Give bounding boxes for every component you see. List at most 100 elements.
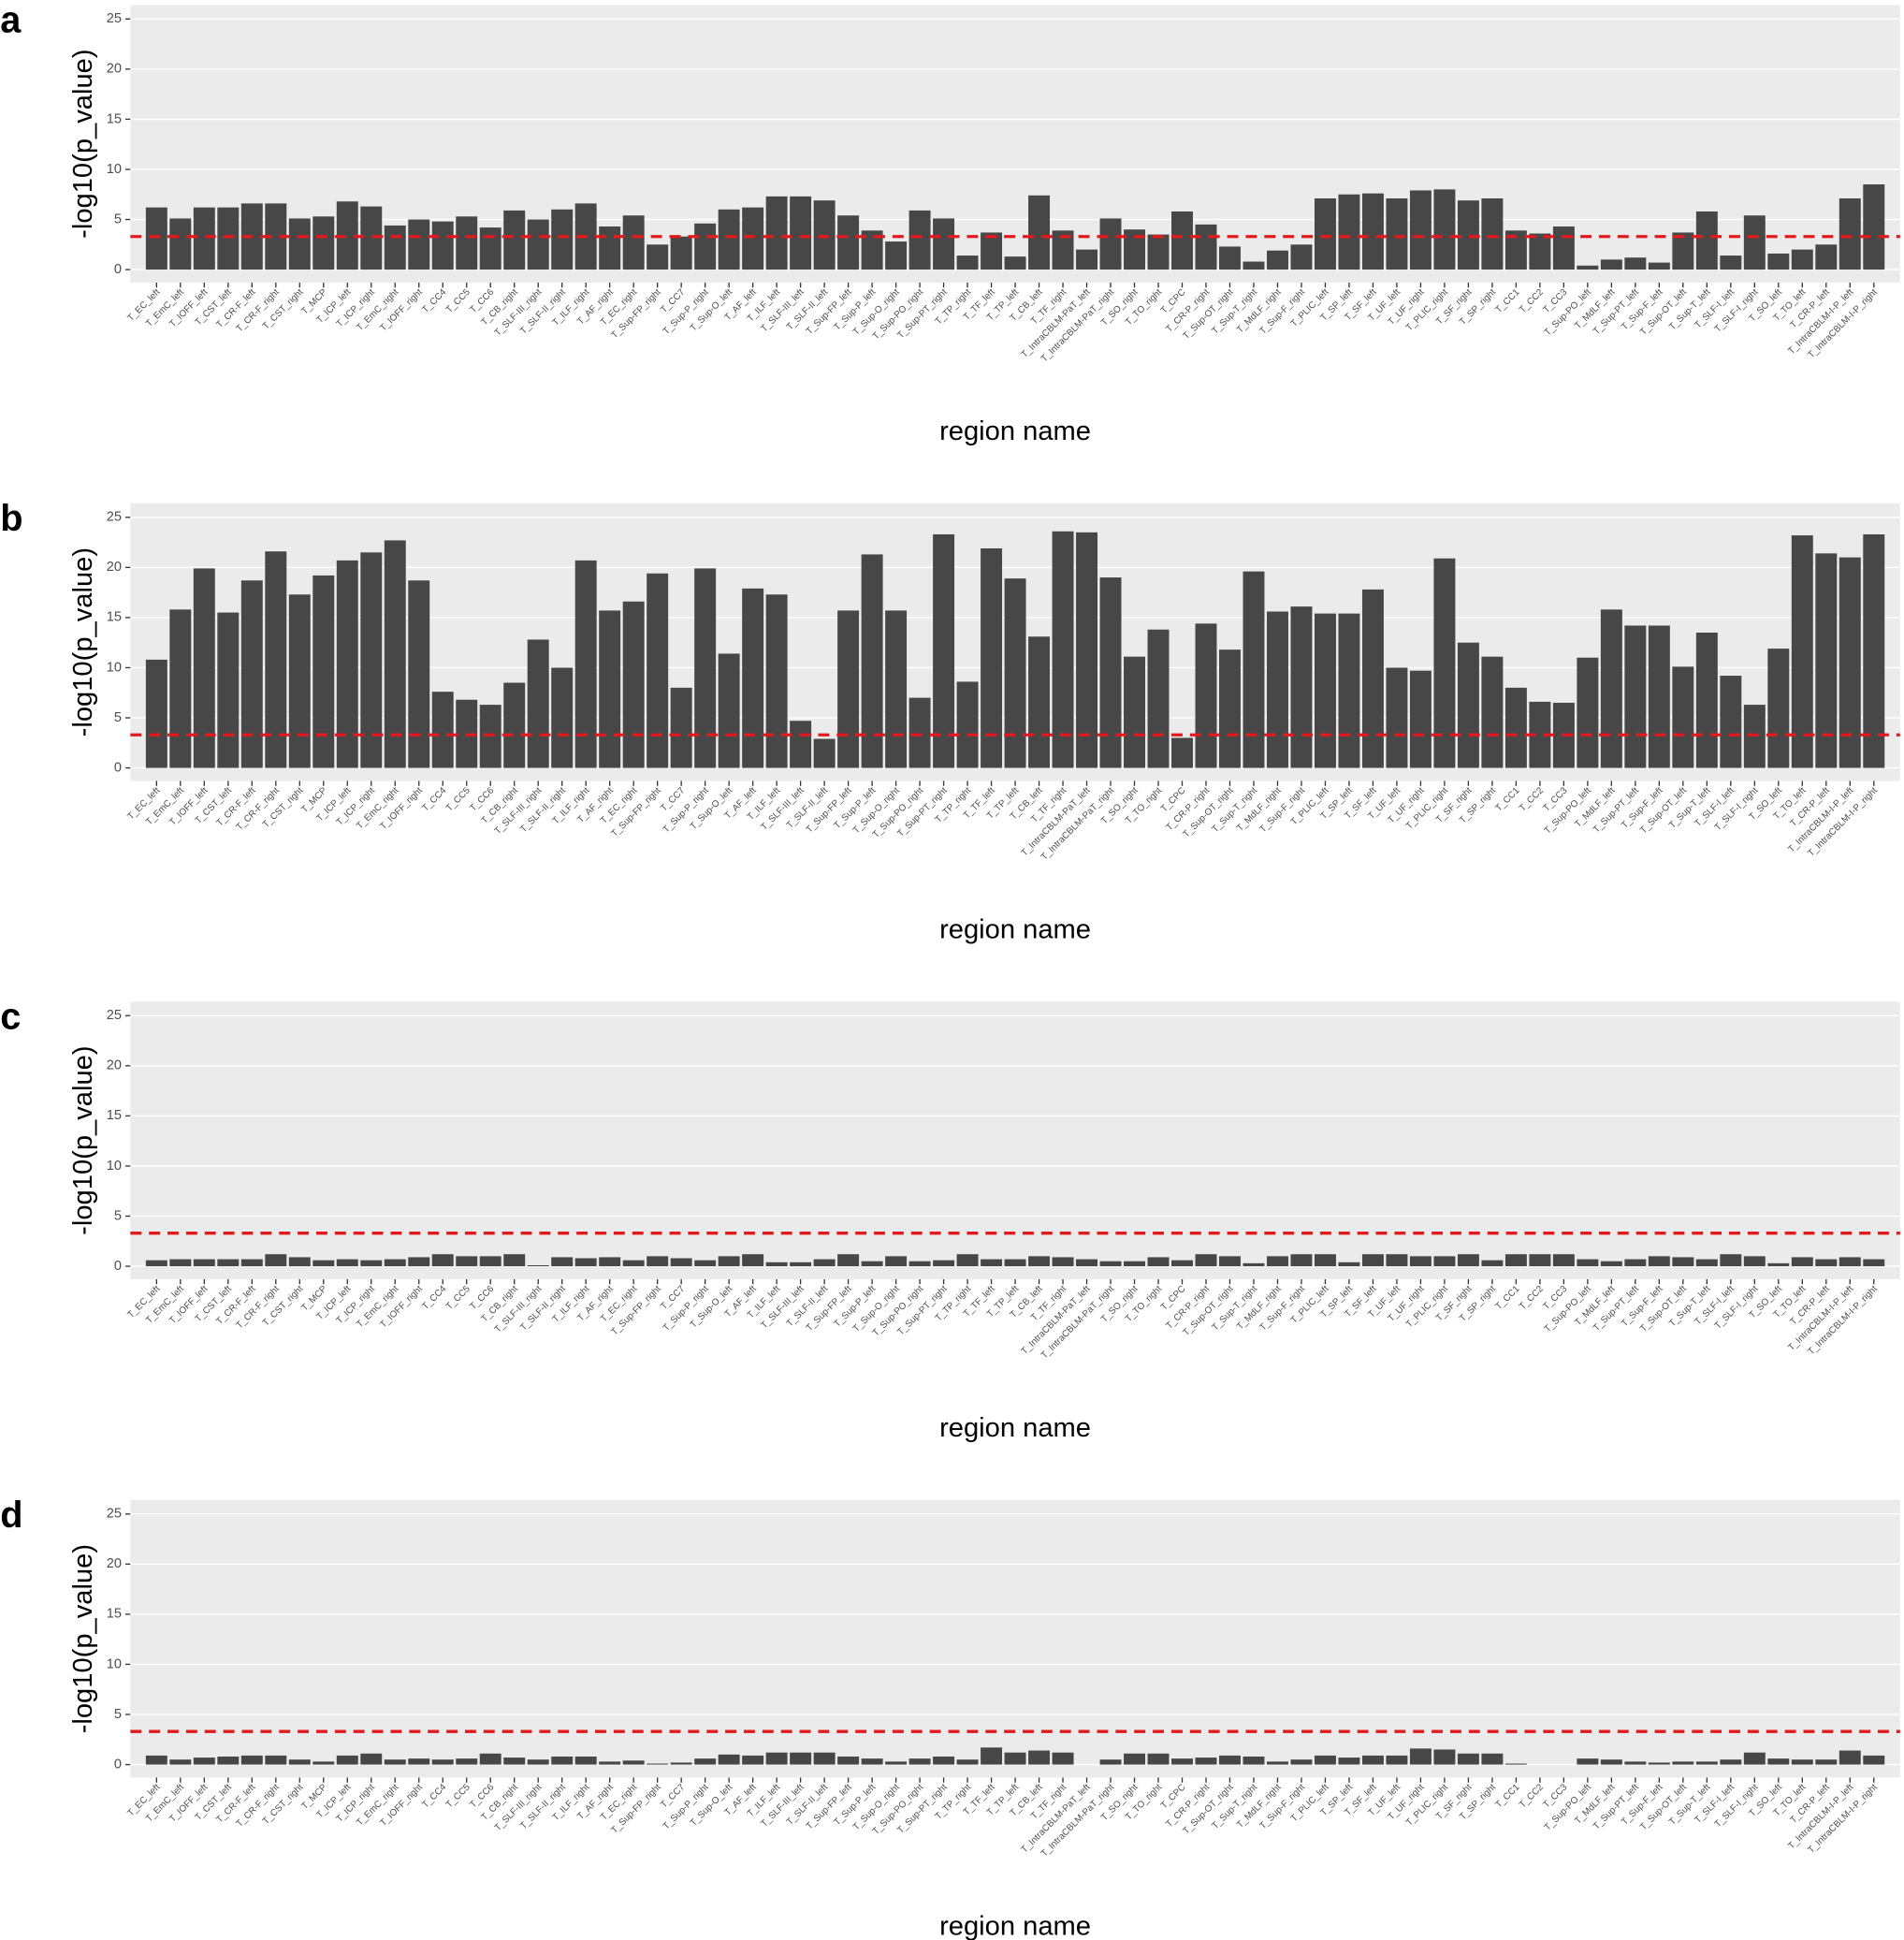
bar <box>1815 1759 1838 1765</box>
bar <box>1577 265 1599 270</box>
bar <box>503 682 526 768</box>
y-tick-label: 10 <box>107 1159 122 1174</box>
y-axis-title: -log10(p_value) <box>68 1045 98 1234</box>
bar <box>551 1257 574 1267</box>
bar <box>1219 1755 1241 1765</box>
bar <box>765 594 788 768</box>
bar <box>1243 571 1265 768</box>
bar <box>1457 200 1479 270</box>
y-tick-label: 0 <box>114 1259 122 1274</box>
bar <box>956 1254 979 1267</box>
bar <box>956 255 979 270</box>
x-tick-label: T_CC5 <box>444 785 472 813</box>
bar <box>1624 625 1647 768</box>
bar <box>1124 229 1145 270</box>
bar <box>1481 198 1504 270</box>
bar <box>1815 244 1838 270</box>
bar <box>384 225 406 270</box>
bar <box>1052 531 1074 768</box>
bar <box>981 1259 1003 1267</box>
bar <box>1695 1761 1718 1765</box>
bar <box>1338 1262 1360 1267</box>
bar <box>1266 611 1288 768</box>
bar <box>1099 1759 1122 1765</box>
bar <box>527 639 549 768</box>
bar <box>1481 1260 1504 1267</box>
bar <box>813 1259 836 1267</box>
bar <box>1243 261 1265 270</box>
bar <box>1743 1256 1766 1267</box>
bar <box>1481 1753 1504 1765</box>
bar <box>1720 1254 1742 1267</box>
bar <box>790 1752 812 1765</box>
bar <box>1863 533 1885 768</box>
bar <box>1600 259 1622 270</box>
bar <box>1028 1256 1051 1267</box>
y-tick-label: 20 <box>107 1556 122 1571</box>
y-tick-label: 25 <box>107 1507 122 1522</box>
bar <box>336 1755 358 1765</box>
bar <box>837 215 860 270</box>
bar <box>527 1264 549 1267</box>
bar <box>1004 256 1026 270</box>
bar <box>527 219 549 270</box>
panel-label: a <box>0 0 22 40</box>
bar <box>933 533 955 768</box>
bar <box>599 1257 621 1267</box>
bar <box>1529 233 1551 270</box>
bar <box>1791 1257 1813 1267</box>
bar <box>193 1758 215 1765</box>
bar <box>1314 198 1336 270</box>
bar <box>837 610 860 768</box>
bar <box>1767 1262 1790 1267</box>
bar <box>1028 1750 1051 1765</box>
bar <box>527 1759 549 1765</box>
bar <box>312 1260 335 1267</box>
bar <box>1195 1758 1217 1765</box>
bar <box>1052 230 1074 270</box>
bar <box>551 667 574 768</box>
y-tick-label: 0 <box>114 1757 122 1772</box>
bar <box>1219 246 1241 270</box>
bar <box>1290 244 1313 270</box>
y-axis-title: -log10(p_value) <box>68 49 98 238</box>
bar <box>1195 224 1217 270</box>
bar <box>1076 1259 1098 1267</box>
bar <box>336 1259 358 1267</box>
bar <box>288 594 311 768</box>
bar <box>622 215 645 270</box>
bar <box>1409 1256 1432 1267</box>
bar <box>408 1758 430 1765</box>
y-tick-label: 25 <box>107 510 122 525</box>
bar <box>456 1256 478 1267</box>
bar <box>551 1756 574 1765</box>
bar <box>1195 1254 1217 1267</box>
x-axis-title: region name <box>939 1912 1091 1940</box>
x-tick-label: T_CC4 <box>420 785 448 813</box>
x-tick-label: T_CC5 <box>444 1782 472 1810</box>
y-tick-label: 15 <box>107 610 122 625</box>
bar <box>622 601 645 768</box>
bar <box>384 1259 406 1267</box>
bar <box>169 1259 192 1267</box>
bar <box>718 209 740 270</box>
bar <box>479 227 501 270</box>
bar <box>1052 1752 1074 1765</box>
bar <box>908 697 931 768</box>
bar <box>1577 657 1599 768</box>
bar <box>240 580 263 768</box>
bar <box>1314 1254 1336 1267</box>
bar <box>647 1256 669 1267</box>
bar <box>1600 1759 1622 1765</box>
bar <box>1004 1752 1026 1765</box>
x-tick-label: T_CC2 <box>1518 785 1546 813</box>
bar <box>1457 642 1479 768</box>
bar <box>622 1260 645 1267</box>
bar <box>956 1759 979 1765</box>
bar <box>837 1756 860 1765</box>
bar <box>1600 609 1622 768</box>
bar <box>1004 1259 1026 1267</box>
bar <box>193 568 215 768</box>
bar <box>1504 1254 1527 1267</box>
bar <box>145 1755 167 1765</box>
